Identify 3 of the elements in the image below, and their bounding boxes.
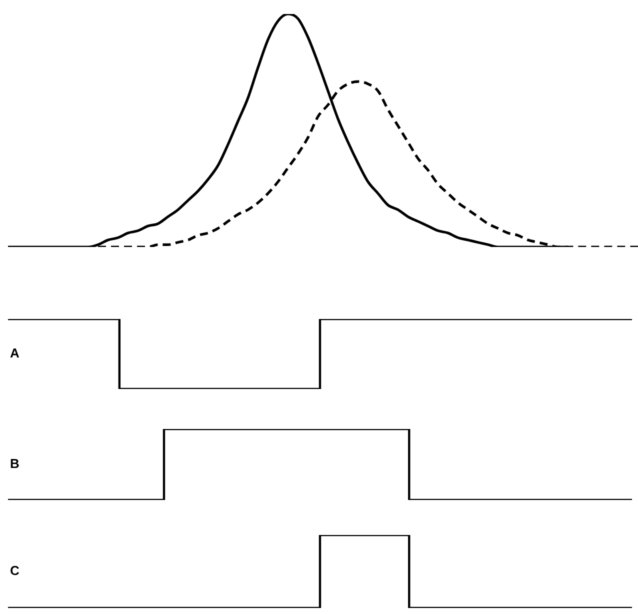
text: C	[10, 563, 20, 578]
text: A	[10, 346, 20, 361]
text: B	[10, 456, 20, 472]
